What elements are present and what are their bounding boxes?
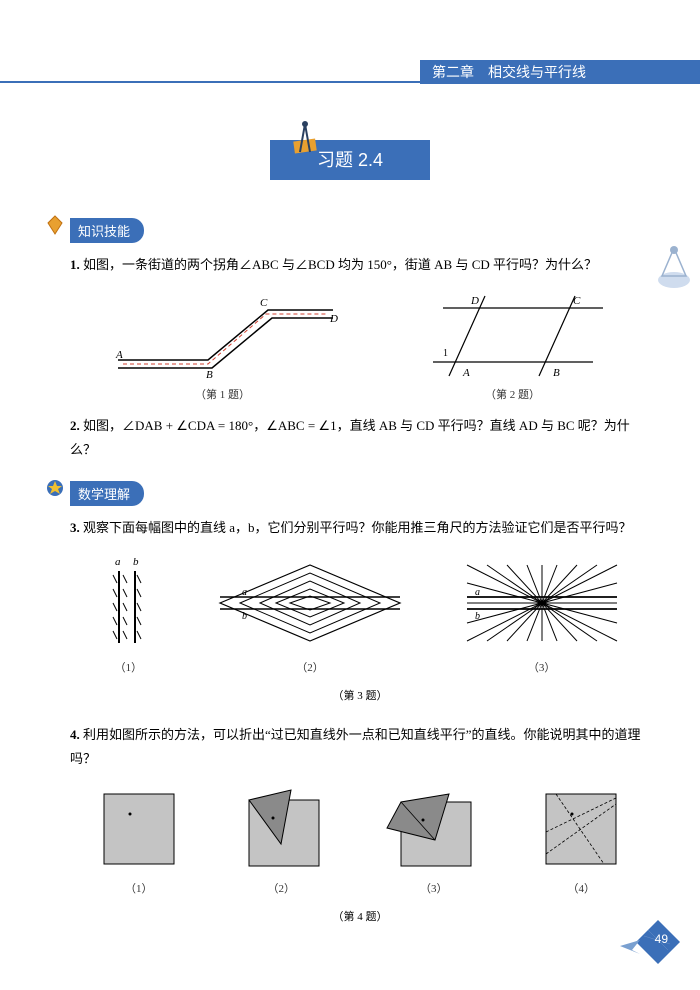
svg-text:a: a — [242, 587, 247, 598]
figure-3-1: a b （1） — [93, 553, 163, 675]
figure-1-caption: （第 1 题） — [108, 386, 338, 402]
svg-text:C: C — [260, 297, 268, 309]
problem-2-text: 如图，∠DAB + ∠CDA = 180°，∠ABC = ∠1，直线 AB 与 … — [70, 418, 630, 458]
star-icon — [44, 477, 66, 499]
side-decoration-icon — [654, 240, 694, 290]
problem-1: 1. 如图，一条街道的两个拐角∠ABC 与∠BCD 均为 150°，街道 AB … — [70, 253, 650, 278]
svg-text:A: A — [462, 367, 470, 379]
figure-row-4: （1） （2） （3） — [70, 784, 650, 896]
sub-caption-3: （3） — [457, 659, 627, 675]
svg-text:b: b — [133, 556, 139, 568]
section-badge-2: 数学理解 — [70, 481, 144, 506]
diamond-icon — [44, 214, 66, 236]
svg-text:B: B — [206, 369, 213, 380]
svg-text:B: B — [553, 367, 560, 379]
sub4-caption-3: （3） — [379, 880, 489, 896]
figure-row-3: a b （1） — [70, 553, 650, 675]
figure-2: A B C D 1 （第 2 题） — [413, 290, 613, 402]
figure-row-1-2: A B C D （第 1 题） A B C D 1 （第 2 题） — [70, 290, 650, 402]
svg-text:b: b — [475, 611, 480, 622]
section-math-understanding: 数学理解 — [70, 481, 650, 506]
figure-4-2: （2） — [231, 784, 331, 896]
problem-2: 2. 如图，∠DAB + ∠CDA = 180°，∠ABC = ∠1，直线 AB… — [70, 414, 650, 463]
svg-text:a: a — [475, 587, 480, 598]
figure-2-caption: （第 2 题） — [413, 386, 613, 402]
problem-3-text: 观察下面每幅图中的直线 a，b，它们分别平行吗？你能用推三角尺的方法验证它们是否… — [83, 520, 632, 535]
figure-3-caption: （第 3 题） — [70, 687, 650, 703]
page-number-decoration: 49 — [620, 920, 680, 972]
problem-4: 4. 利用如图所示的方法，可以折出“过已知直线外一点和已知直线平行”的直线。你能… — [70, 723, 650, 772]
svg-text:C: C — [573, 295, 581, 307]
svg-text:D: D — [470, 295, 479, 307]
figure-4-4: （4） — [536, 784, 626, 896]
sub-caption-1: （1） — [93, 659, 163, 675]
chapter-header: 第二章 相交线与平行线 — [420, 60, 700, 84]
svg-text:1: 1 — [443, 348, 448, 359]
sub4-caption-1: （1） — [94, 880, 184, 896]
section-knowledge-skills: 知识技能 — [70, 218, 650, 243]
figure-4-caption: （第 4 题） — [70, 908, 650, 924]
svg-text:A: A — [115, 349, 123, 361]
figure-3-3: a b （3） — [457, 553, 627, 675]
section-badge-1: 知识技能 — [70, 218, 144, 243]
svg-text:b: b — [242, 611, 247, 622]
sub-caption-2: （2） — [210, 659, 410, 675]
sub4-caption-4: （4） — [536, 880, 626, 896]
content-area: 知识技能 1. 如图，一条街道的两个拐角∠ABC 与∠BCD 均为 150°，街… — [70, 200, 650, 924]
sub4-caption-2: （2） — [231, 880, 331, 896]
problem-4-text: 利用如图所示的方法，可以折出“过已知直线外一点和已知直线平行”的直线。你能说明其… — [70, 727, 641, 767]
figure-3-2: a b （2） — [210, 553, 410, 675]
svg-text:D: D — [329, 313, 338, 325]
figure-4-1: （1） — [94, 784, 184, 896]
compass-icon — [290, 120, 320, 156]
problem-1-text: 如图，一条街道的两个拐角∠ABC 与∠BCD 均为 150°，街道 AB 与 C… — [83, 257, 597, 272]
problem-3: 3. 观察下面每幅图中的直线 a，b，它们分别平行吗？你能用推三角尺的方法验证它… — [70, 516, 650, 541]
figure-4-3: （3） — [379, 784, 489, 896]
figure-1: A B C D （第 1 题） — [108, 290, 338, 402]
svg-text:a: a — [115, 556, 121, 568]
page-number: 49 — [655, 932, 668, 946]
